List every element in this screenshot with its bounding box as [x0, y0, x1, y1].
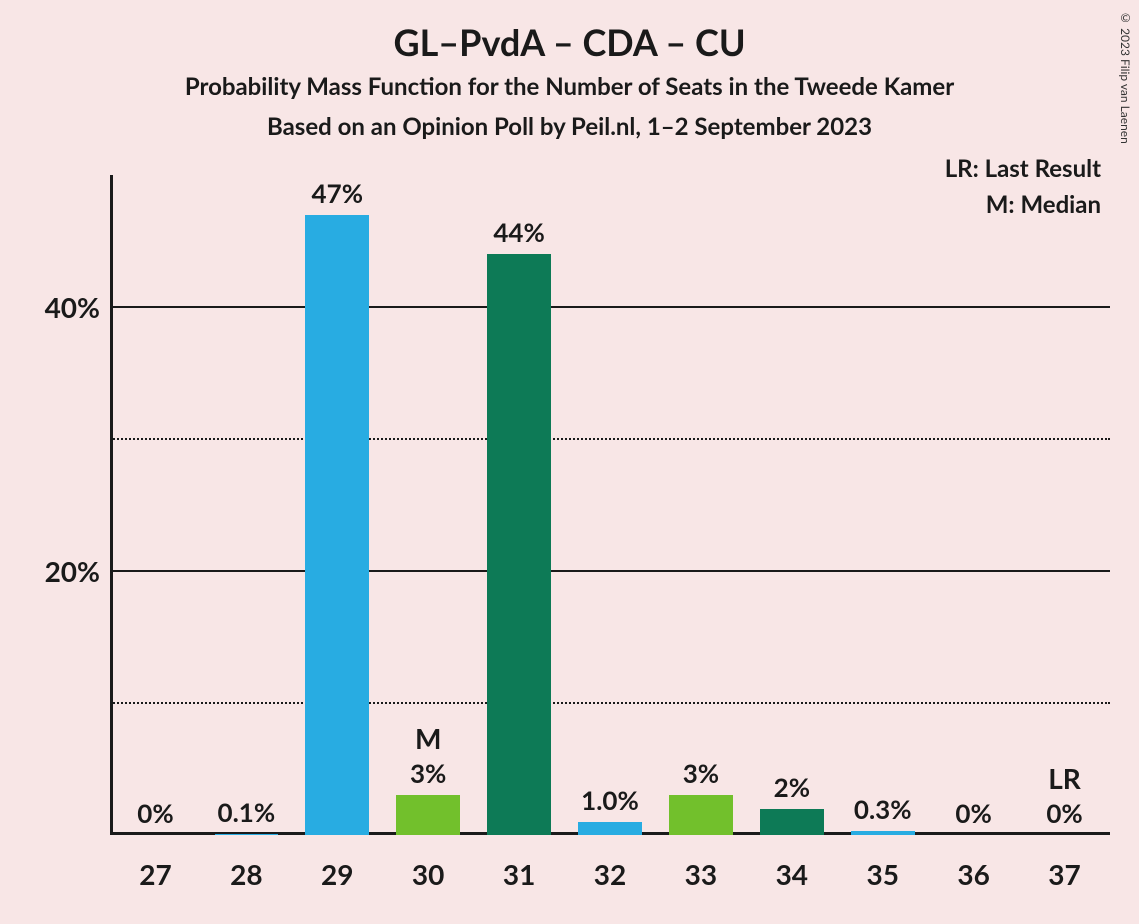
chart-subtitle-2: Based on an Opinion Poll by Peil.nl, 1–2… [0, 112, 1139, 141]
y-tick-label: 20% [10, 554, 100, 588]
plot-area: 20%40%270%280.1%2947%303%M3144%321.0%333… [110, 175, 1110, 835]
x-tick-label: 30 [383, 857, 474, 891]
y-axis [110, 175, 113, 835]
bar [215, 834, 279, 835]
x-tick-label: 31 [474, 857, 565, 891]
bar [760, 809, 824, 835]
bar-value-label: 3% [378, 757, 478, 789]
bar [396, 795, 460, 835]
chart-canvas: GL–PvdA – CDA – CU Probability Mass Func… [0, 0, 1139, 924]
x-tick-label: 29 [292, 857, 383, 891]
y-tick-label: 40% [10, 290, 100, 324]
x-tick-label: 33 [655, 857, 746, 891]
bar-marker: M [378, 721, 478, 755]
x-tick-label: 27 [110, 857, 201, 891]
bar-value-label: 0.3% [833, 793, 933, 825]
gridline-minor [110, 702, 1110, 704]
bar [669, 795, 733, 835]
x-tick-label: 36 [928, 857, 1019, 891]
gridline-minor [110, 438, 1110, 440]
gridline-major [110, 570, 1110, 572]
bar-value-label: 3% [651, 757, 751, 789]
bar [305, 215, 369, 835]
copyright-text: © 2023 Filip van Laenen [1118, 10, 1133, 144]
bar-value-label: 2% [742, 771, 842, 803]
x-tick-label: 35 [837, 857, 928, 891]
bar-value-label: 0% [924, 797, 1024, 829]
bar-value-label: 44% [469, 216, 569, 248]
x-tick-label: 28 [201, 857, 292, 891]
chart-title: GL–PvdA – CDA – CU [0, 20, 1139, 64]
bar-value-label: 0.1% [196, 796, 296, 828]
x-tick-label: 34 [746, 857, 837, 891]
bar [487, 254, 551, 835]
bar-marker: LR [1015, 761, 1115, 795]
bar [851, 831, 915, 835]
bar-value-label: 0% [105, 797, 205, 829]
gridline-major [110, 306, 1110, 308]
x-tick-label: 37 [1019, 857, 1110, 891]
chart-subtitle-1: Probability Mass Function for the Number… [0, 72, 1139, 101]
bar-value-label: 47% [287, 177, 387, 209]
bar [578, 822, 642, 835]
bar-value-label: 1.0% [560, 784, 660, 816]
bar-value-label: 0% [1015, 797, 1115, 829]
x-tick-label: 32 [565, 857, 656, 891]
